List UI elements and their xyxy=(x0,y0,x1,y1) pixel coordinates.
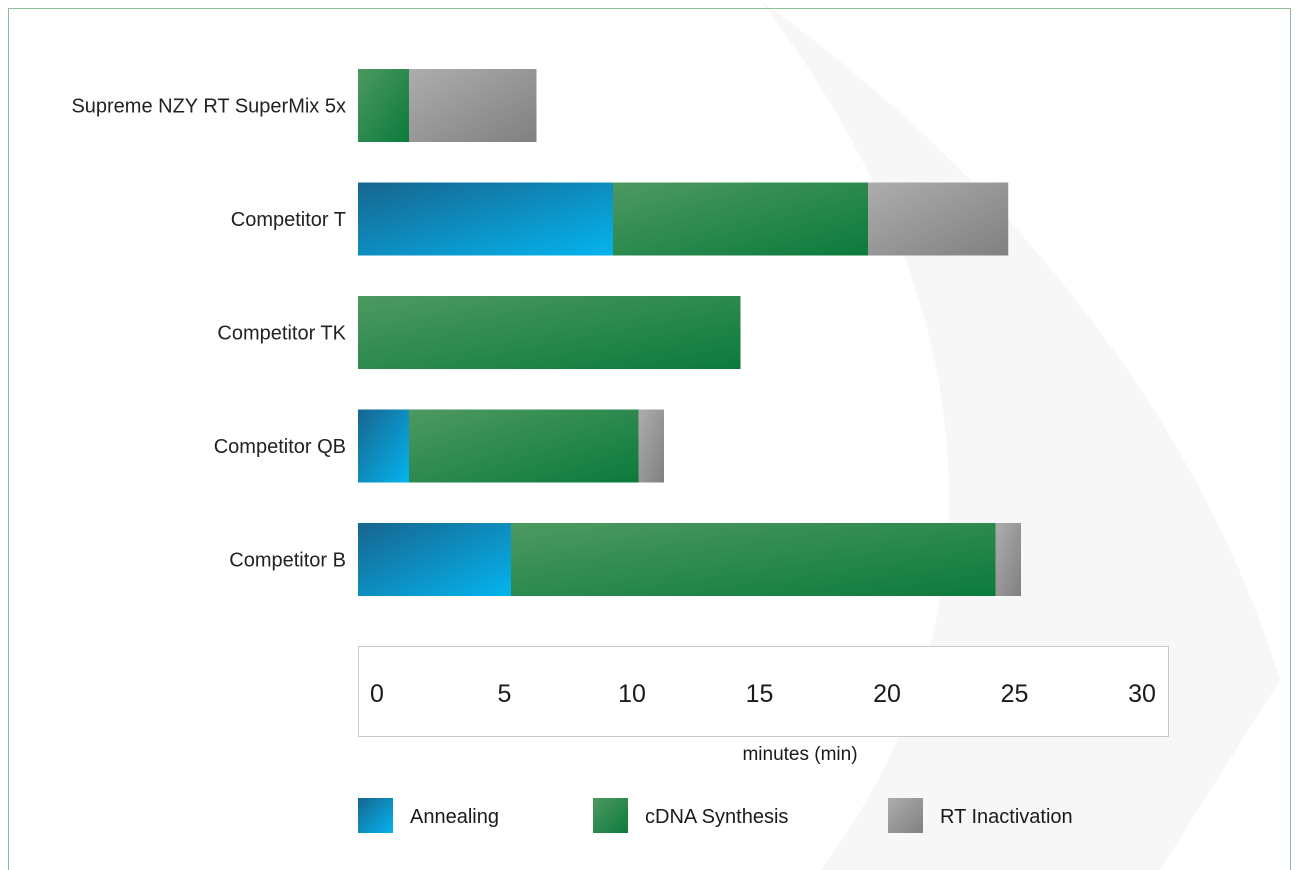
category-label-supreme-nzy-rt-supermix-5x: Supreme NZY RT SuperMix 5x xyxy=(71,96,346,118)
category-label-competitor-b: Competitor B xyxy=(229,550,346,572)
legend-swatch-rt-inactivation xyxy=(888,798,923,833)
legend-label-cdna-synthesis: cDNA Synthesis xyxy=(645,806,788,828)
bar-competitor-t-annealing xyxy=(358,182,613,256)
x-tick-label-20: 20 xyxy=(873,680,901,708)
x-axis-ticks: 0 5 10 15 20 25 30 xyxy=(370,680,1156,708)
bar-competitor-tk-cdna-synthesis xyxy=(358,296,741,369)
category-label-competitor-t: Competitor T xyxy=(231,209,346,231)
x-tick-label-15: 15 xyxy=(746,680,774,708)
background-swoosh xyxy=(760,0,1280,870)
legend-swatch-annealing xyxy=(358,798,393,833)
category-label-competitor-qb: Competitor QB xyxy=(214,436,346,458)
x-tick-label-0: 0 xyxy=(370,680,384,708)
legend-label-annealing: Annealing xyxy=(410,806,499,828)
x-axis-title: minutes (min) xyxy=(742,744,857,765)
bar-competitor-b-cdna-synthesis xyxy=(511,523,996,596)
x-tick-label-25: 25 xyxy=(1001,680,1029,708)
bar-competitor-b-rt-inactivation xyxy=(995,523,1021,596)
legend: Annealing cDNA Synthesis RT Inactivation xyxy=(358,798,1073,833)
x-tick-label-10: 10 xyxy=(618,680,646,708)
x-tick-label-30: 30 xyxy=(1128,680,1156,708)
bar-supreme-nzy-rt-supermix-5x-cdna-synthesis xyxy=(358,69,409,142)
bars xyxy=(358,69,1021,596)
legend-label-rt-inactivation: RT Inactivation xyxy=(940,806,1073,828)
bar-competitor-qb-annealing xyxy=(358,409,409,483)
bar-supreme-nzy-rt-supermix-5x-rt-inactivation xyxy=(409,69,537,142)
legend-swatch-cdna-synthesis xyxy=(593,798,628,833)
bar-competitor-t-rt-inactivation xyxy=(868,182,1009,256)
x-axis-box xyxy=(358,646,1169,737)
bar-competitor-qb-cdna-synthesis xyxy=(409,409,639,483)
category-labels: Supreme NZY RT SuperMix 5x Competitor T Co… xyxy=(71,96,346,572)
x-tick-label-5: 5 xyxy=(498,680,512,708)
category-label-competitor-tk: Competitor TK xyxy=(217,323,346,345)
bar-competitor-t-cdna-synthesis xyxy=(613,182,868,256)
chart-frame xyxy=(8,8,1291,870)
bar-competitor-b-annealing xyxy=(358,523,511,596)
bar-competitor-qb-rt-inactivation xyxy=(638,409,664,483)
